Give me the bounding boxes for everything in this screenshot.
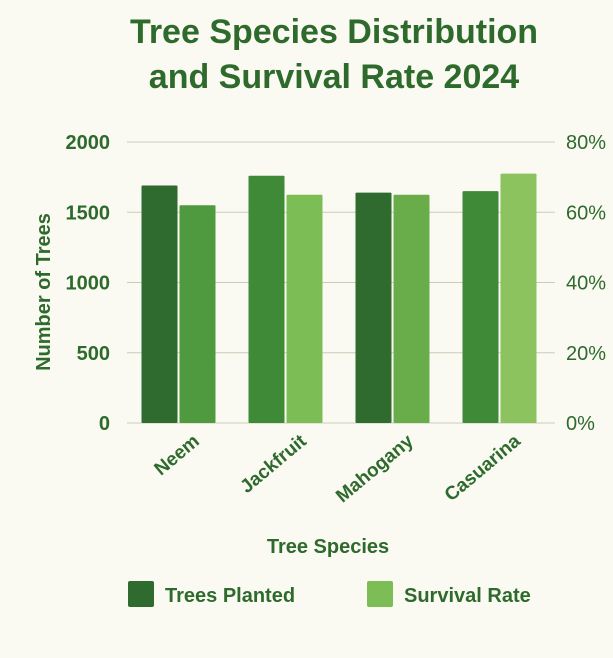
left-tick-label: 2000 [66,132,111,154]
left-tick-label: 0 [99,413,110,435]
chart-title-line-1: Tree Species Distribution [130,13,538,51]
left-tick-label: 1000 [66,273,111,295]
legend-label-trees-planted: Trees Planted [165,585,295,607]
chart-title-line-2: and Survival Rate 2024 [149,58,520,96]
legend-label-survival-rate: Survival Rate [404,585,531,607]
x-axis-label: Tree Species [267,536,389,558]
right-tick-label: 20% [566,343,606,365]
bars [141,173,537,423]
bar-survival-rate-neem [179,205,216,423]
right-axis-ticks: 0% 20% 40% 60% 80% [566,132,606,435]
category-label: Mahogany [332,430,418,507]
right-tick-label: 40% [566,273,606,295]
right-tick-label: 0% [566,413,595,435]
bar-survival-rate-casuarina [500,173,537,423]
right-tick-label: 80% [566,132,606,154]
bar-survival-rate-jackfruit [286,194,323,423]
category-label: Jackfruit [237,430,312,497]
y-axis-label: Number of Trees [33,213,55,371]
bar-trees-planted-jackfruit [248,175,285,423]
category-label: Casuarina [441,430,525,505]
legend-swatch-trees-planted [128,581,154,607]
left-axis-ticks: 0 500 1000 1500 2000 [66,132,111,435]
bar-trees-planted-neem [141,185,178,423]
category-label: Neem [151,431,204,480]
legend: Trees Planted Survival Rate [128,581,531,607]
bar-trees-planted-casuarina [462,191,499,423]
left-tick-label: 1500 [66,202,111,224]
bar-survival-rate-mahogany [393,194,430,423]
chart-title: Tree Species Distribution and Survival R… [130,13,538,96]
category-labels: Neem Jackfruit Mahogany Casuarina [151,430,525,507]
bar-trees-planted-mahogany [355,192,392,423]
left-tick-label: 500 [77,343,110,365]
right-tick-label: 60% [566,202,606,224]
legend-swatch-survival-rate [367,581,393,607]
